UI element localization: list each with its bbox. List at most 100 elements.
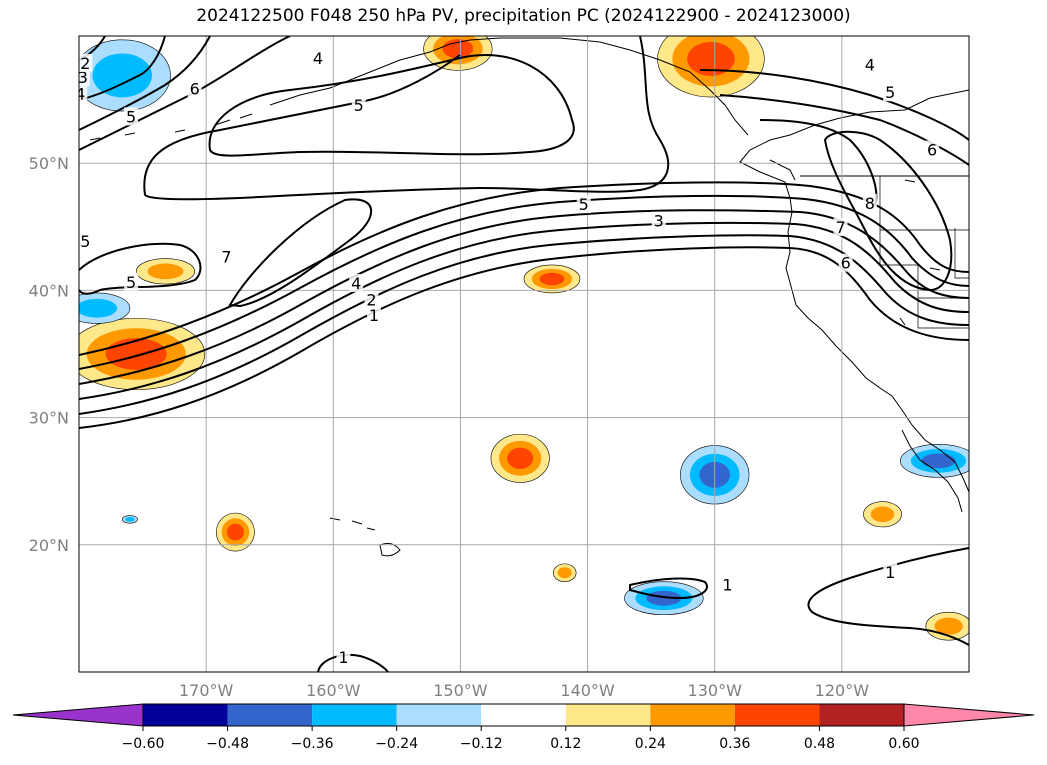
pv-contour-right-d	[759, 119, 878, 206]
contour-label: 4	[313, 49, 323, 68]
contour-label-bg	[720, 575, 735, 594]
colorbar-segment	[481, 704, 566, 726]
contour-label-bg	[349, 274, 364, 293]
colorbar-tick-label: −0.48	[206, 736, 249, 752]
contour-label: 7	[835, 218, 845, 237]
contour-label-bg	[883, 83, 898, 102]
pv-contour-5	[79, 194, 969, 370]
precip-blob	[92, 53, 152, 98]
north-america-coast	[739, 89, 969, 493]
grid-lines	[79, 36, 969, 672]
contour-label-bg	[79, 232, 93, 251]
pv-contour-7a	[228, 198, 373, 308]
contour-label-bg	[576, 195, 591, 214]
colorbar-tick-label: 0.60	[888, 736, 919, 752]
lat-tick-label: 40°N	[29, 281, 69, 300]
colorbar-segment	[565, 704, 651, 726]
contour-label-bg	[862, 55, 877, 74]
lon-tick-label: 140°W	[560, 681, 615, 700]
precip-blob	[687, 41, 735, 76]
pv-contour-1	[79, 246, 969, 429]
contour-label: 1	[722, 576, 732, 595]
lon-tick-label: 170°W	[179, 681, 234, 700]
contour-label: 5	[126, 273, 136, 292]
contour-label-bg	[79, 53, 93, 72]
baja-peninsula	[901, 429, 963, 513]
contour-label: 8	[865, 194, 875, 213]
precip-blob	[125, 517, 135, 522]
colorbar-segment	[396, 704, 482, 726]
colorbar-tick-label: −0.36	[291, 736, 334, 752]
aleutian-islands	[89, 113, 253, 141]
longitude-labels: 170°W 160°W 150°W 140°W 130°W 120°W	[179, 681, 869, 700]
contour-label: 4	[865, 55, 875, 74]
contour-label: 1	[369, 306, 379, 325]
colorbar-tick-label: −0.12	[460, 736, 503, 752]
contour-label-bg	[883, 562, 898, 581]
lon-tick-label: 150°W	[433, 681, 488, 700]
colorbar-segment	[312, 704, 397, 726]
map-border	[78, 35, 970, 673]
pv-contour-right-c	[823, 130, 953, 292]
contour-label: 7	[221, 247, 231, 266]
lon-tick-label: 120°W	[815, 681, 870, 700]
pv-contour-6	[79, 181, 969, 356]
precip-blob	[147, 263, 184, 280]
map-background	[79, 36, 969, 672]
contour-label-bg	[219, 247, 234, 266]
contour-label-bg	[833, 218, 848, 237]
pv-contour-upper-c	[208, 53, 575, 157]
alaska-coast	[269, 37, 749, 136]
contour-label-bg	[79, 84, 88, 103]
pv-contour-right-b	[719, 94, 969, 166]
contour-label-bg	[79, 67, 90, 86]
colorbar-tick-label: −0.60	[122, 736, 165, 752]
contour-label: 6	[190, 79, 200, 98]
precip-blob	[507, 447, 534, 470]
pv-contour-upper-e	[143, 36, 670, 201]
colorbar-segment	[734, 704, 820, 726]
map-title: 2024122500 F048 250 hPa PV, precipitatio…	[196, 6, 851, 26]
contour-label-bg	[838, 253, 853, 272]
pv-contour-right-a	[699, 69, 969, 141]
colorbar-tick-label: 0.12	[550, 736, 581, 752]
precip-blob	[646, 590, 682, 606]
contour-label-bg	[925, 140, 940, 159]
precip-blob	[105, 338, 167, 370]
contour-label: 2	[80, 54, 90, 73]
contour-label: 5	[579, 195, 589, 214]
lat-tick-label: 30°N	[29, 409, 69, 428]
pv-contour-upper-b	[79, 36, 211, 131]
colorbar-tick-label: 0.36	[719, 736, 750, 752]
lat-tick-label: 50°N	[29, 154, 69, 173]
contour-label: 5	[885, 83, 895, 102]
contour-label: 4	[351, 274, 361, 293]
colorbar-segment	[650, 704, 735, 726]
colorbar-extend-high	[903, 703, 1035, 727]
contour-label: 2	[366, 291, 376, 310]
hawaiian-islands	[329, 517, 401, 557]
precip-blob	[870, 506, 895, 523]
coastal-islands	[769, 159, 941, 326]
contour-label: 5	[126, 107, 136, 126]
colorbar-tick-label: 0.24	[635, 736, 666, 752]
contour-label: 6	[841, 254, 851, 273]
contour-label: 1	[338, 648, 348, 667]
contour-label: 1	[885, 563, 895, 582]
contour-label-bg	[336, 648, 351, 667]
precip-blob	[934, 617, 963, 635]
contour-label: 3	[654, 212, 664, 231]
colorbar-tick-label: −0.24	[375, 736, 418, 752]
pv-contour-low-a	[317, 654, 389, 672]
contour-label-bg	[651, 211, 666, 230]
contour-label: 4	[75, 85, 85, 104]
colorbar-segment	[143, 704, 228, 726]
colorbar-segment	[227, 704, 313, 726]
pv-contour-low-b	[807, 547, 969, 646]
pv-contour-2	[79, 234, 969, 415]
colorbar-frame	[142, 703, 905, 727]
lat-tick-label: 20°N	[29, 536, 69, 555]
pv-contour-left-a	[79, 36, 166, 101]
